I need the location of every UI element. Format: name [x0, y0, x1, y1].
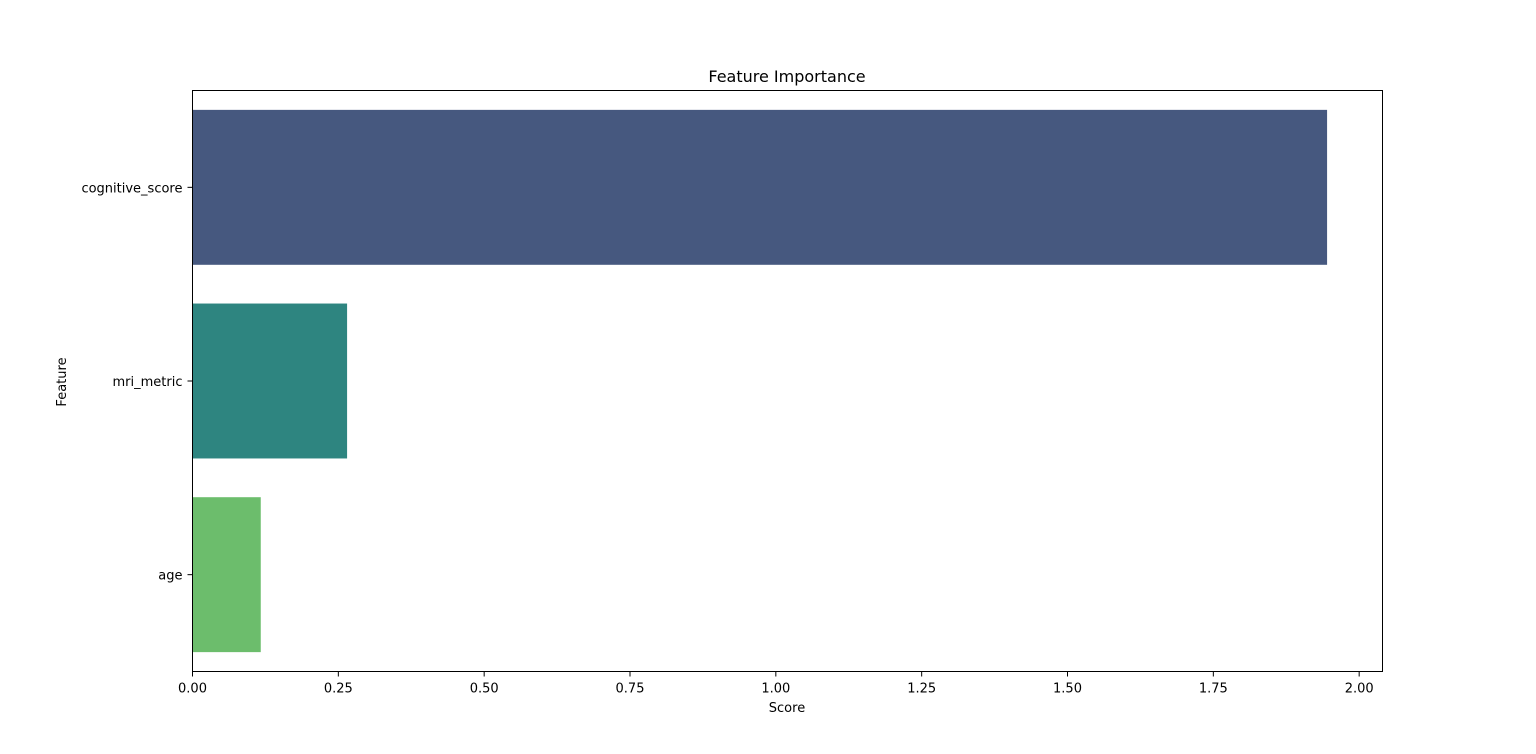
plot-frame [192, 90, 1383, 672]
bar-age [192, 497, 261, 653]
x-axis-ticks: 0.00 0.25 0.50 0.75 1.00 1.25 1.50 1.75 2.00 [178, 671, 1374, 697]
chart-title: Feature Importance [708, 67, 865, 86]
x-tick-label: 2.00 [1345, 682, 1374, 697]
bar-cognitive-score [192, 109, 1328, 265]
x-tick-label: 1.50 [1053, 682, 1082, 697]
x-tick-label: 1.25 [907, 682, 936, 697]
x-axis-label: Score [769, 701, 805, 716]
x-tick-label: 1.00 [761, 682, 790, 697]
bars-group [192, 109, 1328, 653]
x-tick-label: 0.25 [324, 682, 353, 697]
x-tick-label: 0.00 [178, 682, 207, 697]
x-tick-label: 0.75 [616, 682, 645, 697]
bar-mri-metric [192, 303, 348, 459]
y-tick-label: cognitive_score [81, 181, 182, 196]
x-tick-label: 1.75 [1199, 682, 1228, 697]
y-tick-label: age [158, 569, 182, 584]
x-tick-label: 0.50 [470, 682, 499, 697]
y-axis-label: Feature [55, 357, 70, 406]
y-tick-label: mri_metric [113, 375, 183, 390]
